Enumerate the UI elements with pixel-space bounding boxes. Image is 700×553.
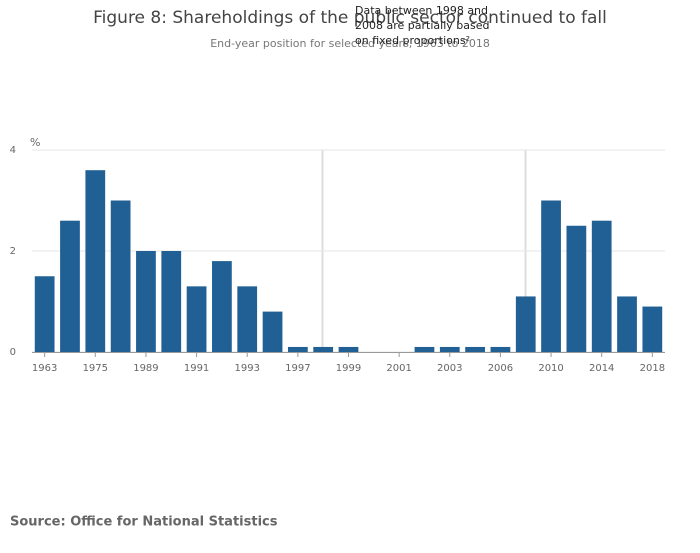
- bar: [237, 286, 258, 352]
- x-tick-label: 1975: [83, 363, 108, 374]
- bar: [642, 306, 663, 352]
- x-tick-label: 2001: [386, 363, 411, 374]
- bar: [34, 276, 55, 352]
- x-tick-label: 1999: [336, 363, 361, 374]
- bar: [287, 346, 308, 352]
- x-tick-label: 2006: [488, 363, 513, 374]
- y-tick-label: 2: [10, 246, 16, 257]
- bar: [515, 296, 536, 352]
- bar: [262, 311, 283, 352]
- y-tick-label: 4: [10, 145, 16, 156]
- x-tick-label: 2018: [640, 363, 665, 374]
- bar: [110, 200, 131, 352]
- x-tick-label: 1991: [184, 363, 209, 374]
- bar: [338, 346, 359, 352]
- bar: [136, 251, 156, 352]
- source: Source: Office for National Statistics: [10, 515, 278, 530]
- bar: [161, 251, 182, 352]
- bar: [60, 220, 80, 352]
- annotation: Data between 1998 and 2008 are partially…: [355, 4, 490, 47]
- bar: [439, 346, 460, 352]
- bar: [566, 225, 587, 352]
- bar: [85, 170, 106, 352]
- bar: [313, 346, 334, 352]
- bar: [212, 261, 232, 352]
- x-tick-label: 2014: [589, 363, 614, 374]
- bar: [617, 296, 637, 352]
- x-tick-label: 1997: [285, 363, 310, 374]
- bar: [414, 346, 435, 352]
- x-tick-label: 1989: [133, 363, 158, 374]
- y-axis-label: %: [30, 136, 40, 149]
- chart-subtitle: End-year position for selected years, 19…: [210, 37, 490, 50]
- x-tick-label: 1993: [234, 363, 259, 374]
- bar: [465, 346, 485, 352]
- x-tick-label: 1963: [32, 363, 57, 374]
- annotation-box: Data between 1998 and 2008 are partially…: [355, 4, 490, 47]
- bar: [541, 200, 561, 352]
- x-tick-label: 2003: [437, 363, 462, 374]
- chart-title: Figure 8: Shareholdings of the public se…: [93, 8, 607, 28]
- bar: [186, 286, 207, 352]
- y-tick-label: 0: [10, 347, 16, 358]
- bar: [490, 346, 511, 352]
- x-tick-label: 2010: [538, 363, 563, 374]
- bar: [591, 220, 612, 352]
